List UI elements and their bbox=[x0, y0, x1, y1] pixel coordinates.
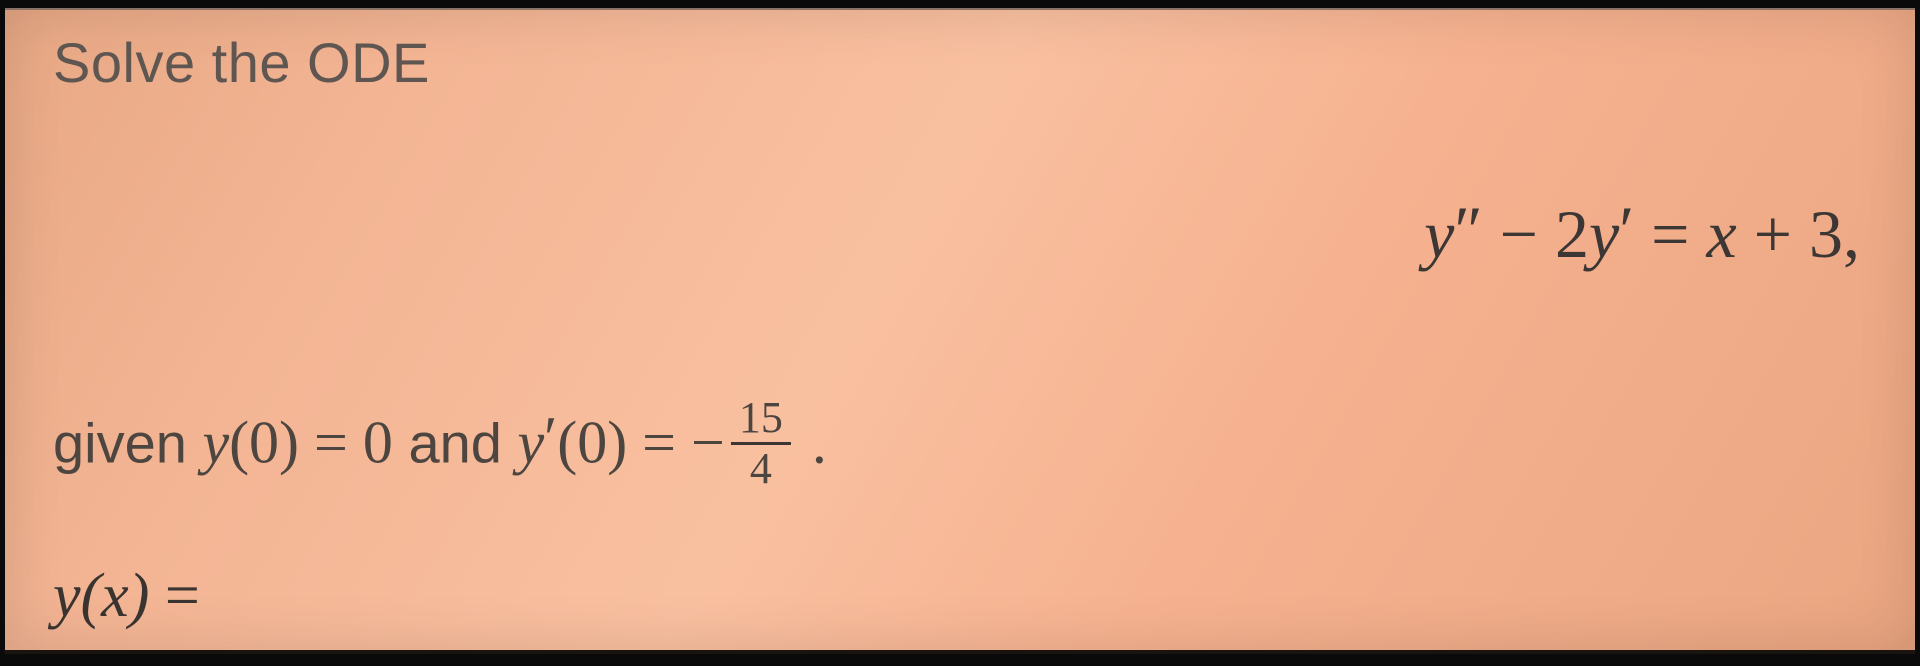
fraction-denominator: 4 bbox=[731, 445, 791, 491]
answer-equals: = bbox=[165, 562, 200, 630]
double-prime: ″ bbox=[1454, 192, 1482, 268]
ic-y0: (0) = 0 bbox=[229, 409, 393, 475]
coef-2: 2 bbox=[1555, 196, 1589, 272]
var-x: x bbox=[1706, 196, 1736, 272]
answer-prompt: y(x) = bbox=[53, 561, 200, 632]
initial-conditions: given y(0) = 0 and y′(0) = −154 . bbox=[53, 400, 827, 495]
question-panel: Solve the ODE y″ − 2y′ = x + 3, given y(… bbox=[5, 8, 1915, 654]
minus-sign: − bbox=[1483, 196, 1555, 272]
ic-prime-mark: ′ bbox=[544, 405, 557, 471]
answer-y: y bbox=[53, 562, 81, 630]
ic-yprime: y bbox=[517, 409, 544, 475]
const-3: 3 bbox=[1809, 196, 1843, 272]
answer-paren-x: (x) bbox=[81, 562, 165, 630]
equals-sign: = bbox=[1634, 196, 1706, 272]
fraction-15-over-4: 154 bbox=[731, 396, 791, 491]
ic-y: y bbox=[202, 409, 229, 475]
ode-equation: y″ − 2y′ = x + 3, bbox=[1424, 195, 1860, 274]
prompt-text: Solve the ODE bbox=[53, 30, 430, 95]
fraction-numerator: 15 bbox=[731, 396, 791, 445]
neg-sign: − bbox=[691, 409, 725, 475]
given-prefix: given bbox=[53, 411, 202, 474]
trailing-comma: , bbox=[1843, 196, 1860, 272]
single-prime: ′ bbox=[1619, 192, 1634, 268]
var-y-2: y bbox=[1589, 196, 1619, 272]
ic-period: . bbox=[797, 409, 827, 475]
ic-yprime0-eq: (0) = bbox=[557, 409, 691, 475]
var-y: y bbox=[1424, 196, 1454, 272]
and-text: and bbox=[393, 411, 518, 474]
plus-sign: + bbox=[1737, 196, 1809, 272]
